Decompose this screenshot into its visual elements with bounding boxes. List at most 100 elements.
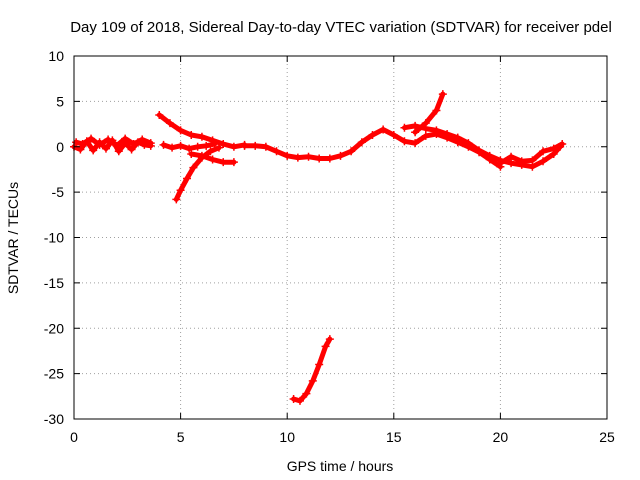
x-tick-label: 0 [70,429,78,445]
data-point [421,131,430,140]
data-point [421,119,430,128]
chart-title: Day 109 of 2018, Sidereal Day-to-day VTE… [70,19,612,36]
data-point [443,130,452,139]
data-point [112,141,121,150]
data-point [308,376,317,385]
data-point [304,152,313,161]
data-point [182,174,191,183]
series-arc-2 [72,134,155,150]
data-point [121,134,130,143]
data-point [528,156,537,165]
data-point [240,141,249,150]
series-arc-7 [240,125,505,171]
data-point [347,147,356,156]
data-point [539,147,548,156]
data-point [295,396,304,405]
y-tick-label: -20 [44,320,64,336]
data-point [208,155,217,164]
data-point [438,90,447,99]
data-point [432,106,441,115]
data-point [78,140,87,149]
data-point [146,139,155,148]
data-point [558,140,567,149]
data-point [485,151,494,160]
data-point [496,159,505,168]
y-tick-label: -25 [44,366,64,382]
x-tick-label: 5 [177,429,185,445]
data-point [127,145,136,154]
data-point [251,141,260,150]
grid [74,56,607,419]
data-point [507,152,516,161]
series-line [156,112,248,150]
series-line [412,91,446,135]
data-point [197,151,206,160]
data-point [411,128,420,137]
data-point [272,147,281,156]
data-point [219,140,228,149]
series-line [402,123,563,170]
data-point [289,395,298,404]
data-point [325,335,334,344]
data-point [517,157,526,166]
data-point [185,144,194,153]
data-point [159,140,168,149]
y-tick-label: -10 [44,230,64,246]
data-point [187,150,196,159]
data-point [138,135,147,144]
data-point [293,153,302,162]
data-point [176,141,185,150]
data-point [400,137,409,146]
data-point [189,163,198,172]
y-tick-label: -5 [52,184,65,200]
data-point [325,154,334,163]
x-tick-label: 10 [279,429,295,445]
data-point [176,186,185,195]
series-arc-10 [496,140,567,168]
data-series [70,90,567,405]
data-point [475,146,484,155]
data-point [210,140,219,149]
data-point [302,389,311,398]
x-tick-label: 25 [599,429,615,445]
x-tick-label: 20 [493,429,509,445]
data-point [549,144,558,153]
data-point [101,144,110,153]
data-point [229,158,238,167]
data-point [89,146,98,155]
axis-ticks: 0 5 10 15 20 25 -30 -25 -20 -15 -10 -5 0 5 10 [44,48,615,445]
series-arc-11 [289,335,334,405]
y-tick-label: -15 [44,275,64,291]
data-point [193,142,202,151]
y-tick-label: -30 [44,411,64,427]
data-point [202,141,211,150]
data-point [206,147,215,156]
data-point [129,140,138,149]
data-point [76,145,85,154]
series-arc-6 [187,150,238,167]
data-point [95,140,104,149]
data-point [283,151,292,160]
y-tick-label: 10 [48,48,64,64]
data-point [219,158,228,167]
y-axis-label: SDTVAR / TECUs [5,182,21,294]
data-point [539,157,548,166]
data-point [155,110,164,119]
data-point [368,130,377,139]
data-point [87,134,96,143]
data-point [336,151,345,160]
data-point [229,142,238,151]
data-point [261,142,270,151]
data-point [453,133,462,142]
data-point [389,130,398,139]
data-point [165,119,174,128]
data-point [197,132,206,141]
data-point [172,195,181,204]
y-tick-label: 0 [56,139,64,155]
data-point [187,130,196,139]
y-tick-label: 5 [56,93,64,109]
x-axis-label: GPS time / hours [287,458,394,474]
series-line [73,136,154,149]
